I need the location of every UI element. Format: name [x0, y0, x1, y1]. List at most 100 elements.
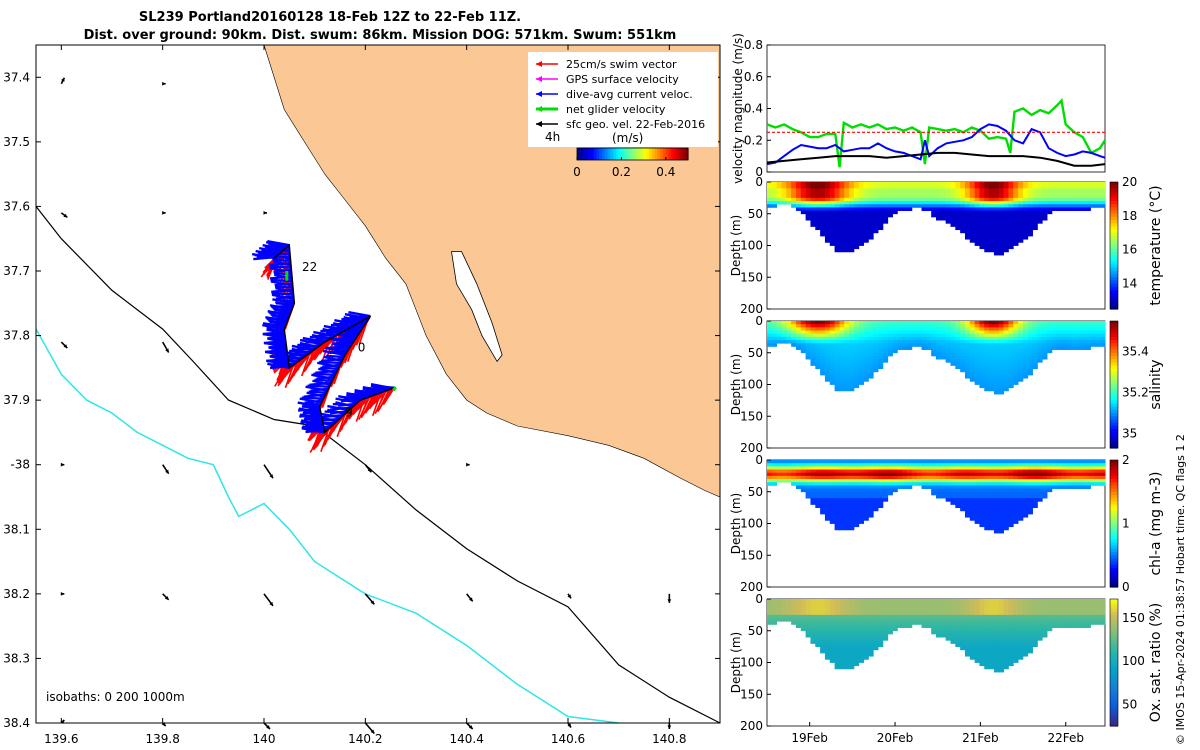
- colorbar-segment: [615, 148, 620, 160]
- profile-cell: [1042, 482, 1048, 486]
- profile-cell: [873, 185, 879, 189]
- profile-cell: [945, 599, 951, 603]
- profile-cell: [878, 494, 884, 499]
- profile-cell: [945, 327, 951, 331]
- profile-cell: [969, 213, 976, 218]
- profile-cell: [964, 469, 971, 474]
- profile-cell: [829, 216, 835, 221]
- profile-cell: [767, 191, 773, 196]
- profile-cell: [974, 349, 980, 354]
- profile-cell: [1027, 485, 1033, 489]
- profile-cell: [1066, 324, 1072, 328]
- profile-cell: [1051, 475, 1058, 480]
- profile-cell: [1061, 614, 1067, 619]
- profile-cell: [993, 627, 1000, 632]
- profile-cell: [1066, 201, 1072, 205]
- profile-cell: [839, 213, 845, 218]
- colorbar-segment: [604, 148, 609, 160]
- legend-label: sfc geo. vel. 22-Feb-2016: [566, 118, 705, 131]
- profile-cell: [1042, 605, 1048, 609]
- profile-cell: [998, 220, 1004, 224]
- profile-cell: [844, 387, 850, 392]
- profile-cell: [969, 343, 976, 347]
- legend-arrowhead: [536, 61, 542, 67]
- profile-cell: [810, 624, 816, 628]
- profile-cell: [795, 343, 802, 347]
- profile-cell: [984, 321, 990, 325]
- profile-cell: [955, 501, 961, 505]
- profile-cell: [1013, 226, 1019, 231]
- profile-cell: [844, 239, 850, 243]
- colorbar-segment: [1110, 684, 1118, 689]
- profile-cell: [1051, 485, 1058, 489]
- profile-cell: [1003, 504, 1009, 509]
- profile-cell: [993, 614, 1000, 619]
- colorbar-segment: [601, 148, 606, 160]
- profile-cell: [1003, 248, 1009, 253]
- profile-cell: [945, 216, 951, 221]
- profile-cell: [1022, 368, 1029, 373]
- profile-cell: [1013, 365, 1019, 370]
- profile-cell: [1037, 637, 1043, 641]
- profile-cell: [829, 340, 835, 344]
- profile-cell: [868, 349, 874, 354]
- profile-cell: [969, 618, 976, 622]
- profile-cell: [916, 185, 922, 189]
- profile-cell: [984, 340, 990, 344]
- profile-cell: [964, 327, 971, 331]
- profile-cell: [1027, 614, 1033, 619]
- profile-cell: [1037, 340, 1043, 344]
- profile-cell: [829, 649, 835, 654]
- profile-cell: [940, 472, 947, 477]
- profile-cell: [984, 618, 990, 622]
- profile-cell: [863, 365, 869, 370]
- profile-cell: [964, 226, 971, 231]
- profile-cell: [984, 207, 990, 211]
- profile-cell: [849, 665, 855, 670]
- profile-cell: [853, 646, 860, 651]
- profile-cell: [805, 608, 811, 613]
- profile-cell: [834, 327, 840, 331]
- profile-cell: [936, 201, 942, 205]
- profile-cell: [887, 182, 893, 186]
- profile-cell: [1032, 491, 1038, 496]
- profile-cell: [834, 210, 840, 215]
- profile-cell: [853, 378, 860, 382]
- profile-cell: [800, 343, 807, 347]
- profile-cell: [984, 649, 990, 654]
- profile-cell: [931, 469, 937, 474]
- colorbar-segment: [1110, 561, 1118, 566]
- profile-cell: [950, 197, 956, 202]
- profile-cell: [844, 343, 850, 347]
- profile-cell: [979, 321, 985, 325]
- profile-cell: [882, 213, 889, 218]
- profile-cell: [1018, 327, 1024, 331]
- profile-cell: [979, 520, 985, 524]
- profile-cell: [1047, 321, 1053, 325]
- colorbar-segment: [1110, 649, 1118, 654]
- profile-cell: [1008, 482, 1014, 486]
- profile-cell: [998, 207, 1004, 211]
- profile-cell: [998, 469, 1004, 474]
- profile-cell: [1013, 510, 1019, 515]
- profile-cell: [907, 460, 913, 464]
- profile-cell: [1008, 327, 1014, 331]
- profile-cell: [926, 185, 932, 189]
- profile-cell: [907, 182, 913, 186]
- profile-cell: [795, 611, 802, 616]
- profile-cell: [771, 599, 778, 603]
- profile-cell: [868, 204, 874, 208]
- profile-cell: [824, 229, 831, 234]
- profile-cell: [960, 352, 966, 357]
- profile-cell: [964, 498, 971, 502]
- profile-cell: [969, 371, 976, 376]
- profile-cell: [849, 242, 855, 246]
- profile-cell: [1076, 614, 1082, 619]
- profile-cell: [984, 210, 990, 215]
- profile-cell: [834, 204, 840, 208]
- profile-cell: [1003, 387, 1009, 392]
- swim-vector: [312, 431, 326, 449]
- profile-cell: [805, 213, 811, 218]
- profile-cell: [853, 321, 860, 325]
- profile-cell: [829, 504, 835, 509]
